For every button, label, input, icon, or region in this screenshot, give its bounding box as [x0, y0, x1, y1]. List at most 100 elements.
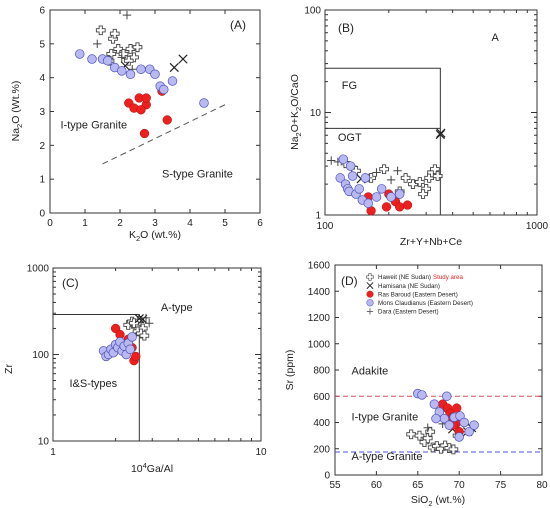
- panel-b-x-axis-label: Zr+Y+Nb+Ce: [400, 236, 462, 248]
- panel-c-x-tick-label: 1: [50, 447, 56, 458]
- panel-a-point-hawe: [109, 28, 120, 39]
- panel-d-x-tick-label: 55: [329, 480, 341, 491]
- legend-label-extra: Study area: [433, 274, 463, 281]
- panel-d-point-mons: [417, 390, 427, 400]
- panel-d-y-tick-label: 200: [313, 444, 330, 455]
- panel-a-x-tick-label: 1: [82, 218, 88, 229]
- legend-entry: Dara (Eastern Desert): [366, 308, 439, 316]
- panel-b-point-plus: [393, 166, 402, 175]
- legend-marker-group: [366, 308, 374, 315]
- panel-b-y-tick-label: 10: [310, 108, 322, 119]
- legend-marker-group: [366, 290, 374, 298]
- panel-b-point-plus: [386, 175, 396, 185]
- panel-d-point-mons: [464, 426, 474, 437]
- panel-d-point-plus: [423, 423, 432, 432]
- panel-d-point-ras: [452, 403, 462, 413]
- panel-a-x-axis-label: K2O (wt.%): [129, 229, 181, 243]
- legend-label: Ras Baroud (Eastern Desert): [378, 291, 458, 298]
- panel-a-y-tick-label: 1: [39, 175, 45, 186]
- panel-b-point-hawe: [400, 173, 411, 183]
- panel-b-point-plus: [327, 156, 336, 165]
- legend-marker-hawe: [366, 273, 374, 281]
- panel-a-x-tick-label: 6: [257, 218, 263, 229]
- panel-b-label: (B): [338, 21, 354, 35]
- panel-a-boundary-line: [102, 104, 226, 165]
- panel-b-point-mons: [338, 154, 349, 164]
- panel-b-x-tick-label: 1000: [526, 221, 549, 232]
- panel-a-y-tick-label: 0: [39, 209, 45, 220]
- panel-c-point-ras: [131, 351, 141, 362]
- legend-marker-mons: [366, 299, 374, 307]
- panel-c-field-label: I&S-types: [69, 378, 117, 390]
- panel-a-point-mons: [159, 84, 169, 95]
- panel-b-point-hawe: [408, 179, 418, 189]
- panel-b-y-tick-label: 1: [315, 211, 321, 222]
- panel-a-point-mons: [167, 76, 178, 86]
- panel-b-y-tick-label: 100: [304, 6, 321, 17]
- panel-b-point-mons: [347, 171, 358, 181]
- panel-a-point-mons: [74, 49, 85, 59]
- panel-a-x-tick-label: 5: [222, 218, 228, 229]
- panel-a-y-tick-label: 3: [39, 107, 45, 118]
- panel-b-point-x: [435, 129, 445, 140]
- panel-a-field-label: I-type Granite: [61, 119, 128, 131]
- legend-entry: Hamisana (NE Sudan): [366, 282, 440, 290]
- panel-d-y-axis-label: Sr (ppm): [284, 350, 296, 391]
- legend-label: Hamisana (NE Sudan): [378, 283, 440, 290]
- panel-d-point-mons: [469, 420, 479, 430]
- panel-a-x-tick-label: 0: [47, 218, 53, 229]
- panel-d-x-tick-label: 75: [495, 480, 507, 491]
- panel-a-point-hawe: [123, 55, 134, 66]
- panel-d-y-tick-label: 0: [324, 471, 330, 482]
- panel-c-y-axis-label: Zr: [3, 364, 15, 374]
- panel-d-x-tick-label: 65: [412, 480, 424, 491]
- panel-b-point-hawe: [414, 177, 425, 187]
- panel-c-field-label: A-type: [161, 302, 193, 314]
- legend-entry: Haweit (NE Sudan) Study area: [366, 273, 463, 281]
- legend-label: Haweit (NE Sudan) Study area: [378, 274, 463, 281]
- panel-c-y-tick-label: 10: [38, 437, 50, 448]
- panel-d-y-tick-label: 600: [313, 392, 330, 403]
- panel-c-label: (C): [62, 276, 79, 290]
- panel-d-point-hawe: [448, 444, 459, 455]
- legend-marker-group: [366, 282, 374, 290]
- panel-a-point-plus: [93, 39, 102, 49]
- panel-a-x-tick-label: 2: [117, 218, 123, 229]
- panel-b-point-mons: [335, 173, 345, 183]
- panel-a-y-tick-label: 2: [39, 141, 45, 152]
- panel-d-y-tick-label: 400: [313, 418, 330, 429]
- panel-a-label: (A): [230, 18, 246, 32]
- legend-label-text: Haweit (NE Sudan): [378, 274, 431, 281]
- panel-a: (A) K2O (wt.%) Na2O (Wt.%) 0 1 2 3 4 5 6 0 1 2 3 4 5…: [10, 6, 263, 244]
- panel-a-field-label: S-type Granite: [162, 168, 233, 180]
- panel-a-point-ras: [139, 128, 150, 139]
- panel-b-point-x: [436, 128, 446, 138]
- panel-d-x-tick-label: 70: [454, 480, 466, 491]
- legend-entry: Mons Claudianus (Eastern Desert): [366, 299, 473, 307]
- panel-d-point-mons: [444, 420, 455, 430]
- panel-d-x-tick-label: 60: [371, 480, 383, 491]
- panel-d-point-mons: [442, 391, 452, 402]
- panel-c-point-plus: [141, 313, 151, 323]
- panel-b-field-label: OGT: [338, 132, 362, 144]
- panel-d-point-mons: [429, 399, 440, 409]
- panel-b-point-hawe: [418, 189, 428, 199]
- panel-a-x-tick-label: 4: [187, 218, 193, 229]
- panel-a-point-x: [169, 62, 179, 73]
- panel-c-point-mons: [127, 332, 137, 342]
- panel-b-x-tick-label: 100: [317, 221, 334, 232]
- panel-a-y-tick-label: 6: [39, 6, 45, 17]
- panel-b-point-ras: [402, 200, 413, 210]
- panel-d-point-mons: [459, 417, 469, 428]
- panel-b-point-mons: [345, 161, 356, 171]
- panel-a-point-hawe: [95, 25, 106, 36]
- panel-c-x-tick-label: 10: [255, 447, 267, 458]
- panel-a-point-ras: [136, 105, 146, 115]
- panel-a-plot-frame: [49, 9, 261, 214]
- legend-marker-x: [366, 282, 374, 290]
- panel-a-point-mons: [150, 69, 160, 80]
- panel-d-point-hawe: [414, 430, 425, 441]
- panel-d-y-tick-label: 1400: [308, 287, 331, 298]
